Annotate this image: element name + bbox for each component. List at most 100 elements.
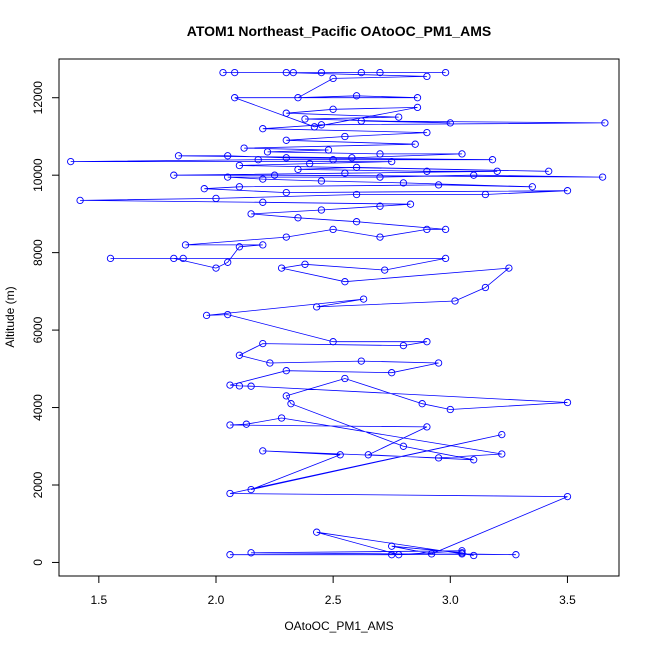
data-point <box>545 167 553 175</box>
data-point <box>352 163 361 172</box>
x-tick-label: 2.0 <box>208 593 225 607</box>
data-point <box>388 369 396 377</box>
data-point <box>364 451 372 459</box>
data-point <box>294 214 302 222</box>
data-point <box>434 454 443 462</box>
data-point <box>277 414 286 422</box>
data-point <box>388 542 396 550</box>
data-point <box>226 381 234 389</box>
data-point <box>259 175 267 183</box>
data-point <box>247 549 255 557</box>
data-point <box>434 181 443 189</box>
data-point <box>376 202 384 210</box>
data-point <box>235 382 244 390</box>
data-point <box>306 159 314 168</box>
data-point <box>282 188 290 197</box>
data-point <box>341 169 349 177</box>
data-point <box>174 152 183 160</box>
data-point <box>512 551 520 559</box>
data-point <box>341 132 349 141</box>
data-point <box>423 423 431 431</box>
data-point <box>224 310 232 319</box>
data-point <box>270 171 279 179</box>
data-point <box>235 351 244 359</box>
data-point <box>411 140 419 148</box>
data-point <box>505 264 513 272</box>
data-point <box>170 254 178 263</box>
data-point <box>423 72 431 81</box>
data-point <box>259 339 267 348</box>
data-point <box>226 421 234 429</box>
data-point <box>423 225 431 234</box>
data-point <box>324 146 333 154</box>
data-point <box>266 359 274 367</box>
data-point <box>352 190 361 199</box>
data-point <box>348 154 356 162</box>
data-point <box>441 68 450 77</box>
data-point <box>388 157 396 166</box>
data-point <box>423 128 431 137</box>
data-point <box>240 144 248 152</box>
y-axis: 0 2000 4000 6000 8000 10000 12000 <box>31 81 60 566</box>
data-point <box>179 254 187 263</box>
data-point <box>200 185 208 193</box>
data-point <box>357 117 365 125</box>
data-point <box>446 119 454 127</box>
x-axis: 1.5 2.0 2.5 3.0 3.5 <box>90 575 576 607</box>
x-tick-label: 3.0 <box>442 593 459 607</box>
y-axis-label: Altitude (m) <box>3 286 17 347</box>
data-point <box>231 94 239 102</box>
data-point <box>376 150 384 158</box>
data-point <box>277 264 286 272</box>
data-point <box>235 161 244 170</box>
data-point <box>263 148 272 156</box>
data-point <box>289 68 297 77</box>
data-point <box>563 492 572 501</box>
data-point <box>406 200 415 208</box>
data-point <box>481 283 490 292</box>
data-point <box>235 243 244 251</box>
data-point <box>313 528 321 536</box>
y-tick-label: 0 <box>31 559 45 566</box>
data-point <box>294 165 302 174</box>
data-point <box>247 210 255 218</box>
data-point <box>357 357 365 365</box>
data-point <box>493 167 501 175</box>
data-point <box>341 278 349 286</box>
data-point <box>301 115 309 123</box>
data-point <box>282 233 290 241</box>
data-point <box>259 241 267 249</box>
data-point <box>413 94 422 102</box>
data-point <box>427 550 436 558</box>
data-point <box>282 392 290 400</box>
data-point <box>231 68 239 77</box>
data-point <box>224 258 232 266</box>
data-point <box>67 157 75 166</box>
data-point <box>563 187 572 195</box>
data-point <box>310 123 319 131</box>
data-point <box>329 156 337 164</box>
data-point <box>226 489 234 498</box>
data-point <box>434 359 443 367</box>
data-point <box>259 198 267 206</box>
data-point <box>329 74 337 83</box>
data-point <box>376 173 384 181</box>
y-tick-label: 2000 <box>31 471 45 498</box>
data-point <box>259 447 267 455</box>
data-point <box>458 549 466 557</box>
data-point <box>313 303 321 311</box>
y-tick-label: 8000 <box>31 239 45 266</box>
y-tick-label: 10000 <box>31 158 45 192</box>
data-point <box>254 156 262 164</box>
data-point <box>170 171 178 179</box>
data-point <box>341 374 349 383</box>
data-point <box>376 68 384 77</box>
data-point <box>381 266 389 274</box>
data-point <box>336 451 344 459</box>
data-point <box>282 109 290 117</box>
data-point <box>470 456 478 464</box>
data-point <box>282 154 290 162</box>
data-point <box>352 218 361 226</box>
data-point <box>399 442 408 450</box>
data-point <box>317 177 326 185</box>
